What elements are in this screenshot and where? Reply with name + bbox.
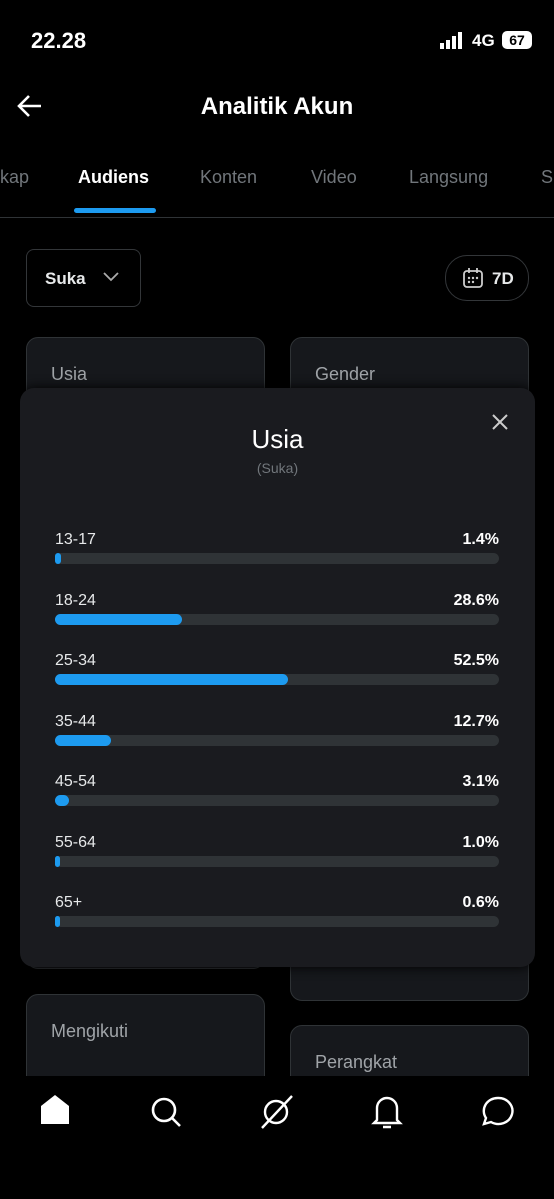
signal-icon [440,32,462,49]
tab-indicator [74,208,156,213]
battery: 67 [502,31,532,49]
bar [55,734,112,746]
value-label: 52.5% [453,652,499,669]
modal-title: Usia [251,424,304,454]
value-label: 28.6% [453,591,499,609]
bar [55,916,60,927]
bar-track [55,916,499,927]
tab-active[interactable]: Audiens [78,167,150,187]
card-title: Perangkat [315,1052,398,1072]
back-button[interactable] [16,93,44,119]
age-label: 45-54 [55,773,96,790]
chat-icon[interactable] [482,1096,514,1126]
age-label: 35-44 [55,712,96,730]
bar-track [55,734,499,746]
age-label: 65+ [55,894,83,911]
tab[interactable]: Konten [200,167,258,187]
value-label: 3.1% [462,773,499,790]
chevron [103,272,119,282]
bar [55,855,60,867]
modal-subtitle: (Suka) [256,460,299,476]
home-icon[interactable] [41,1095,69,1124]
bell-icon[interactable] [371,1096,403,1129]
search-icon[interactable] [151,1097,181,1127]
page-title: Analitik Akun [200,93,354,120]
tab[interactable]: Langsung [409,167,489,187]
age-label: 18-24 [55,591,96,609]
period-label: 7D [492,269,514,288]
bar-track [55,613,499,625]
metric-dropdown[interactable]: Suka [26,249,141,307]
card-title: Gender [315,364,376,384]
age-label: 25-34 [55,652,96,669]
value-label: 1.4% [462,531,499,548]
period-button[interactable]: 7D [445,255,529,301]
dropdown-label: Suka [45,269,86,288]
card-title: Mengikuti [51,1021,129,1041]
bar-track [55,553,499,564]
nav-icons [41,1095,514,1129]
close-button[interactable] [492,414,508,430]
bar-track [55,855,499,867]
value-label: 12.7% [453,712,499,730]
modal: Usia (Suka) 13-17 1.4% 18-24 28.6% 25-34 52.5… [20,388,535,967]
bar-track [55,795,499,806]
bar [55,674,289,685]
tab[interactable]: S [541,167,554,187]
card-title: Usia [51,364,88,384]
calendar-icon [463,268,483,288]
bottom-nav [0,1076,554,1199]
divider [0,217,554,218]
status-time: 22.28 [31,28,87,53]
network: 4G [472,31,495,50]
tab[interactable]: kap [0,167,30,187]
bar [55,613,182,625]
age-label: 13-17 [55,531,96,548]
value-label: 0.6% [462,894,499,911]
value-label: 1.0% [462,833,499,851]
age-label: 55-64 [55,833,96,851]
tab[interactable]: Video [311,167,357,187]
grok-icon[interactable] [261,1095,293,1129]
bar [55,795,69,806]
bar [55,553,62,564]
